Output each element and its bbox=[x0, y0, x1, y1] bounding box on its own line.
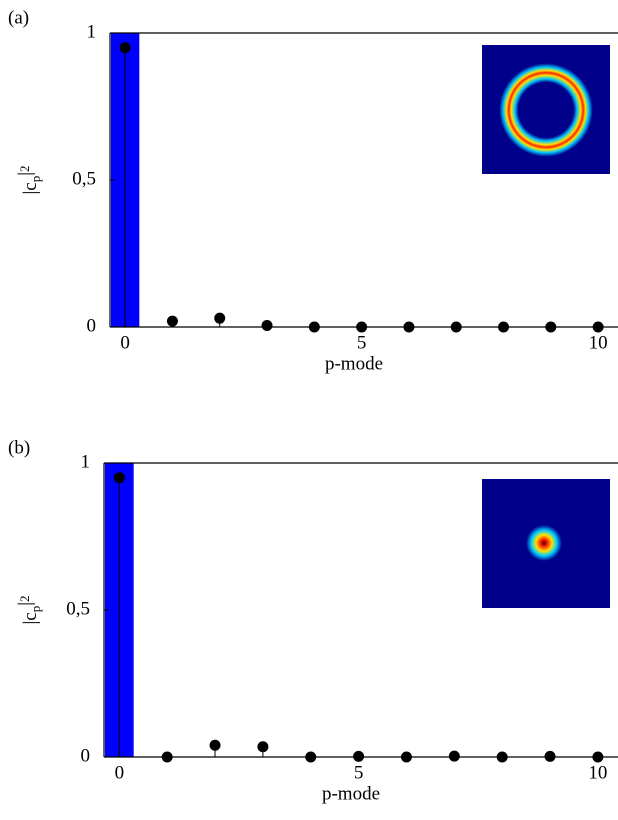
stem-marker bbox=[210, 740, 221, 751]
stem-marker bbox=[401, 752, 412, 763]
figure: 00,510510p-mode(a)|cp|200,510510p-mode(b… bbox=[0, 0, 618, 820]
panel-label: (b) bbox=[8, 437, 30, 458]
stem-marker bbox=[545, 322, 556, 333]
y-axis-label-part: |c bbox=[20, 182, 41, 194]
stem-marker bbox=[449, 751, 460, 762]
inset-image bbox=[482, 479, 610, 608]
y-tick-label: 1 bbox=[81, 451, 91, 472]
x-tick-label: 5 bbox=[354, 762, 364, 783]
y-axis-label-part: 2 bbox=[17, 595, 32, 602]
y-tick-label: 0,5 bbox=[72, 168, 96, 189]
x-axis-label: p-mode bbox=[322, 783, 380, 804]
stem-marker bbox=[403, 322, 414, 333]
x-tick-label: 0 bbox=[115, 762, 125, 783]
y-tick-label: 1 bbox=[87, 21, 97, 42]
x-tick-label: 0 bbox=[120, 332, 130, 353]
stem-marker bbox=[167, 316, 178, 327]
y-tick-label: 0,5 bbox=[66, 598, 90, 619]
y-tick-label: 0 bbox=[87, 315, 97, 336]
y-axis-label: |cp|2 bbox=[15, 165, 43, 194]
stem-marker bbox=[305, 752, 316, 763]
stem-marker bbox=[262, 320, 273, 331]
stem-marker bbox=[497, 752, 508, 763]
stem-marker bbox=[593, 322, 604, 333]
x-axis-label: p-mode bbox=[325, 353, 383, 374]
page: {"chart_data": [ {"type": "stem", "panel… bbox=[0, 0, 618, 820]
stem-marker bbox=[498, 322, 509, 333]
x-tick-label: 10 bbox=[588, 762, 607, 783]
stem-marker bbox=[353, 751, 364, 762]
stem-marker bbox=[214, 313, 225, 324]
stem-marker bbox=[120, 42, 131, 53]
stem-marker bbox=[162, 752, 173, 763]
x-tick-label: 10 bbox=[589, 332, 608, 353]
stem-marker bbox=[356, 322, 367, 333]
inset-image bbox=[482, 45, 610, 174]
y-axis-label-part: |c bbox=[20, 612, 41, 624]
stem-marker bbox=[545, 751, 556, 762]
stem-marker bbox=[114, 472, 125, 483]
y-axis-label: |cp|2 bbox=[15, 595, 43, 624]
y-axis-label-part: 2 bbox=[17, 165, 32, 172]
x-tick-label: 5 bbox=[357, 332, 367, 353]
stem-marker bbox=[451, 322, 462, 333]
stem-marker bbox=[257, 741, 268, 752]
stem-marker bbox=[309, 322, 320, 333]
panel-label: (a) bbox=[8, 7, 29, 28]
stem-marker bbox=[592, 752, 603, 763]
y-tick-label: 0 bbox=[81, 745, 91, 766]
